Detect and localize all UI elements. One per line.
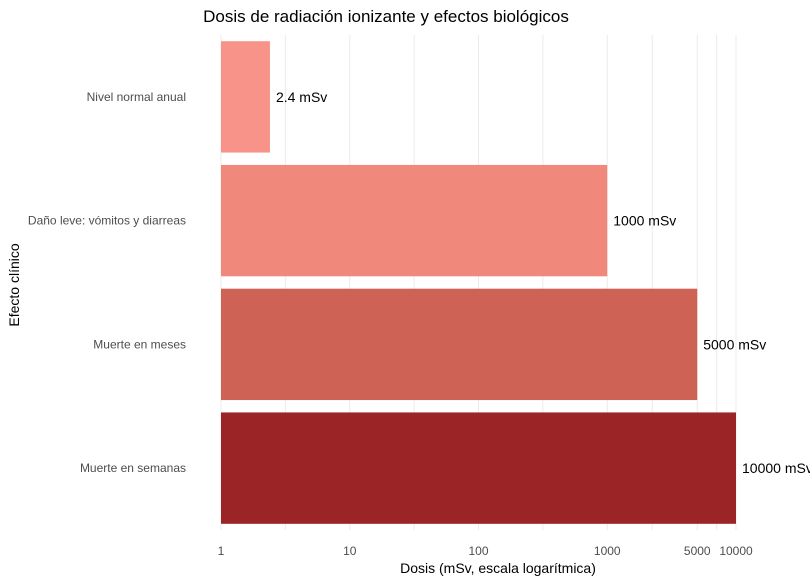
x-tick-label: 1000 [594, 544, 621, 558]
x-tick-labels: 1 10 100 1000 5000 10000 [218, 544, 753, 558]
x-tick-label: 100 [468, 544, 488, 558]
chart-title: Dosis de radiación ionizante y efectos b… [203, 7, 569, 26]
y-axis-title: Efecto clínico [6, 243, 22, 326]
bar [221, 164, 608, 277]
x-tick-label: 10000 [719, 544, 753, 558]
x-tick-label: 5000 [684, 544, 711, 558]
data-label: 1000 mSv [613, 213, 676, 229]
data-label: 10000 mSv [742, 460, 810, 476]
bar [221, 41, 270, 153]
category-label: Muerte en meses [93, 337, 186, 351]
category-label: Daño leve: vómitos y diarreas [28, 214, 186, 228]
category-label: Muerte en semanas [80, 461, 186, 475]
data-label: 2.4 mSv [276, 89, 327, 105]
bar [221, 288, 698, 401]
data-labels: 2.4 mSv 1000 mSv 5000 mSv 10000 mSv [276, 89, 810, 476]
category-label: Nivel normal anual [87, 90, 186, 104]
data-label: 5000 mSv [703, 336, 766, 352]
category-labels: Nivel normal anual Daño leve: vómitos y d… [28, 90, 186, 475]
bar [221, 412, 736, 524]
x-tick-label: 10 [343, 544, 357, 558]
x-tick-label: 1 [218, 544, 225, 558]
x-axis-title: Dosis (mSv, escala logarítmica) [400, 560, 596, 576]
bars [221, 41, 736, 524]
